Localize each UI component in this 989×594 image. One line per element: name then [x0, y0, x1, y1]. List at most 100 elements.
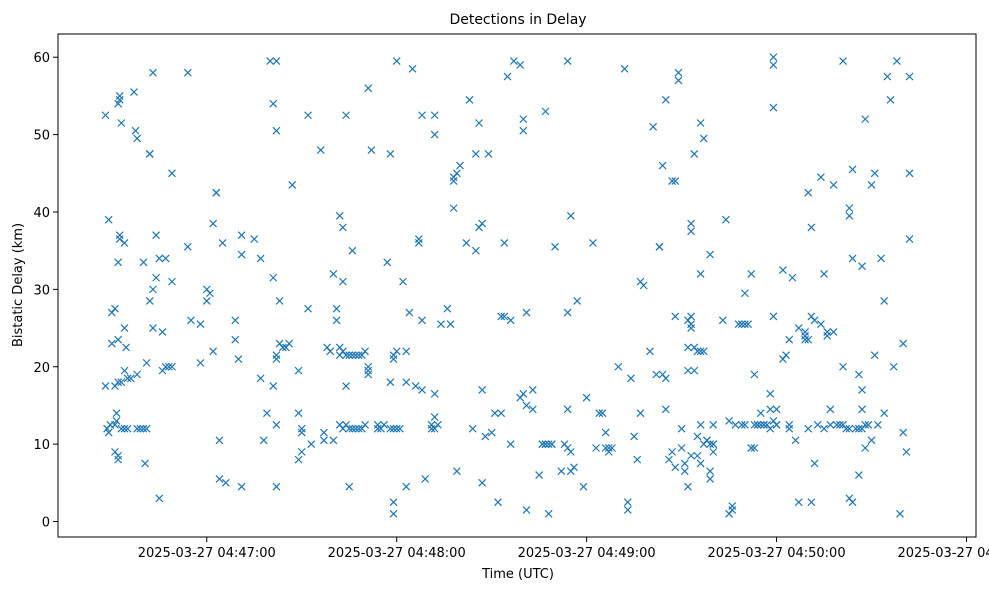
data-point-marker: [801, 328, 809, 336]
data-point-marker: [737, 320, 746, 329]
y-axis-label: Bistatic Delay (km): [11, 223, 26, 347]
data-point-marker: [820, 269, 828, 278]
data-point-marker: [671, 177, 680, 185]
x-tick-label: 2025-03-27 04:49:00: [518, 546, 656, 561]
data-point-marker: [693, 451, 702, 460]
data-point-marker: [122, 343, 130, 352]
data-point-marker: [433, 420, 442, 429]
x-tick-label: 2025-03-27 04:50:00: [708, 546, 846, 561]
data-point-marker: [269, 99, 278, 108]
data-point-marker: [804, 424, 813, 433]
data-point-marker: [335, 211, 344, 220]
data-point-marker: [497, 312, 506, 321]
data-point-marker: [348, 424, 357, 433]
data-point-marker: [639, 281, 648, 290]
data-point-marker: [139, 424, 148, 433]
data-point-marker: [285, 339, 294, 348]
data-point-marker: [769, 312, 778, 321]
data-point-marker: [361, 420, 369, 429]
data-point-marker: [367, 146, 376, 155]
data-point-marker: [338, 223, 347, 232]
data-point-marker: [443, 304, 452, 313]
data-point-marker: [551, 242, 559, 251]
data-point-marker: [595, 409, 604, 418]
data-point-marker: [361, 347, 369, 356]
data-point-marker: [202, 297, 211, 305]
data-point-marker: [899, 339, 908, 348]
data-point-marker: [168, 169, 176, 178]
plot-frame: [57, 33, 977, 538]
data-point-marker: [677, 444, 686, 452]
data-point-marker: [142, 358, 151, 367]
data-point-marker: [155, 494, 164, 503]
data-point-marker: [519, 389, 528, 398]
data-point-marker: [899, 428, 908, 437]
data-point-marker: [845, 204, 854, 213]
data-point-marker: [766, 389, 775, 398]
data-point-marker: [807, 223, 816, 232]
data-point-marker: [351, 424, 360, 433]
data-point-marker: [696, 347, 705, 356]
data-point-marker: [250, 235, 259, 243]
data-point-marker: [117, 378, 126, 387]
data-point-marker: [465, 95, 474, 104]
data-point-marker: [114, 378, 123, 387]
data-point-marker: [475, 119, 483, 127]
data-point-marker: [262, 409, 271, 418]
data-point-marker: [861, 444, 870, 452]
data-point-marker: [114, 335, 123, 344]
data-point-marker: [104, 428, 113, 437]
data-point-marker: [115, 91, 124, 100]
data-point-marker: [636, 409, 645, 418]
data-point-marker: [215, 475, 224, 483]
data-point-marker: [414, 239, 423, 247]
data-point-marker: [706, 475, 715, 483]
data-point-marker: [131, 126, 140, 135]
data-point-marker: [740, 289, 749, 298]
data-point-marker: [139, 258, 148, 267]
data-point-marker: [690, 366, 699, 375]
data-point-marker: [870, 351, 879, 360]
data-point-marker: [598, 409, 607, 418]
data-point-marker: [421, 475, 430, 483]
data-point-marker: [851, 424, 860, 433]
data-point-marker: [750, 370, 759, 379]
data-point-marker: [294, 409, 303, 418]
data-point-marker: [209, 347, 218, 356]
data-point-marker: [845, 211, 854, 220]
data-point-marker: [183, 68, 192, 77]
data-point-marker: [297, 447, 306, 456]
data-point-marker: [813, 420, 822, 429]
data-point-marker: [183, 242, 192, 251]
data-point-marker: [386, 150, 395, 158]
data-point-marker: [402, 378, 411, 387]
data-point-marker: [149, 285, 157, 294]
data-point-marker: [348, 351, 357, 360]
data-point-marker: [278, 343, 287, 352]
data-point-marker: [769, 103, 778, 112]
data-point-marker: [756, 409, 765, 418]
data-point-marker: [215, 436, 224, 445]
data-point-marker: [579, 482, 588, 491]
data-point-marker: [807, 498, 816, 507]
data-point-marker: [810, 459, 819, 468]
data-point-marker: [848, 254, 857, 263]
data-point-marker: [858, 386, 866, 394]
data-point-marker: [342, 382, 350, 391]
data-point-marker: [237, 231, 246, 240]
data-point-marker: [478, 478, 487, 487]
x-axis-label: Time (UTC): [481, 567, 554, 582]
data-point-marker: [535, 471, 544, 480]
data-point-marker: [652, 370, 661, 379]
data-point-marker: [168, 362, 176, 371]
data-point-marker: [430, 413, 439, 421]
data-point-marker: [437, 320, 445, 329]
data-point-marker: [674, 68, 683, 77]
data-point-marker: [449, 177, 458, 185]
data-point-marker: [294, 366, 303, 375]
data-point-marker: [494, 498, 502, 507]
data-point-marker: [905, 235, 914, 243]
data-point-marker: [867, 436, 876, 445]
data-point-marker: [364, 370, 373, 379]
data-point-marker: [272, 420, 281, 429]
